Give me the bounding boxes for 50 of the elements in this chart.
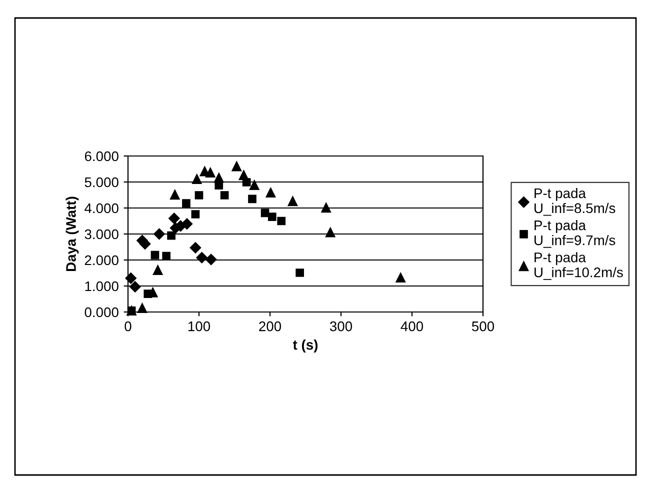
legend-label: P-t pada U_inf=8.5m/s <box>534 188 616 216</box>
point <box>321 202 331 213</box>
point <box>296 268 304 277</box>
point <box>250 180 260 190</box>
x-tick-label: 300 <box>330 321 352 332</box>
x-axis-title: t (s) <box>292 340 318 352</box>
point <box>170 190 180 200</box>
y-tick-label: 5.000 <box>84 177 118 188</box>
point <box>288 196 298 206</box>
point <box>191 210 200 218</box>
point <box>220 191 229 200</box>
y-tick-label: 2.000 <box>84 255 118 266</box>
point <box>154 228 165 240</box>
point <box>182 199 190 208</box>
y-tick-label: 6.000 <box>84 151 118 162</box>
x-tick-label: 400 <box>400 321 424 332</box>
legend-label: P-t pada U_inf=9.7m/s <box>534 220 616 248</box>
point <box>248 194 256 204</box>
point <box>129 281 141 292</box>
point <box>214 172 224 183</box>
point <box>206 168 216 178</box>
point <box>181 218 193 230</box>
point <box>194 191 204 200</box>
point <box>162 252 171 260</box>
y-tick-label: 3.000 <box>84 229 118 240</box>
x-tick-label: 500 <box>472 321 494 332</box>
point <box>190 242 202 254</box>
x-tick-label: 200 <box>259 321 282 332</box>
point <box>125 272 136 284</box>
point <box>325 228 336 238</box>
legend-label: P-t pada U_inf=10.2m/s <box>534 252 623 280</box>
point <box>268 212 276 222</box>
point <box>167 231 176 240</box>
point <box>238 170 249 180</box>
y-tick-label: 1.000 <box>85 281 118 292</box>
y-tick-label: 0.000 <box>84 307 118 318</box>
point <box>266 188 276 198</box>
point <box>192 174 202 184</box>
point <box>396 272 406 283</box>
y-tick-label: 4.000 <box>84 203 118 214</box>
point <box>232 162 242 172</box>
point <box>277 216 286 226</box>
point <box>196 252 208 264</box>
y-axis-title: Daya (Watt) <box>66 196 79 272</box>
x-tick-label: 100 <box>188 321 210 332</box>
x-tick-label: 0 <box>124 321 132 332</box>
point <box>168 212 180 224</box>
point <box>152 265 163 275</box>
point <box>205 254 217 266</box>
point <box>150 250 160 260</box>
